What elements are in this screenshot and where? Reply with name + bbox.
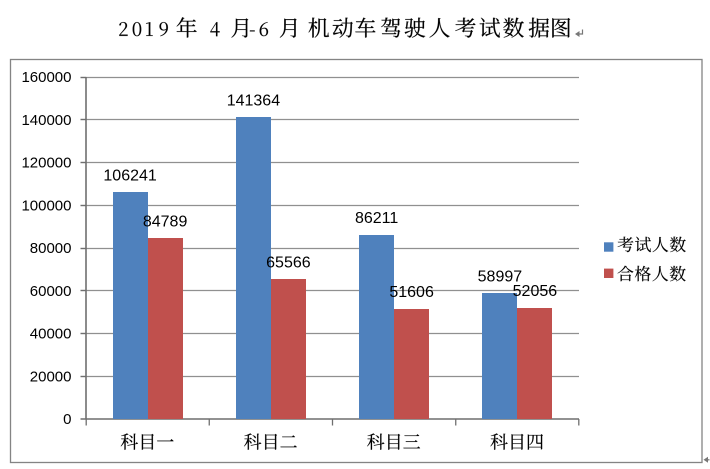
svg-text:60000: 60000 bbox=[30, 283, 72, 300]
svg-text:80000: 80000 bbox=[30, 240, 72, 257]
svg-text:140000: 140000 bbox=[21, 112, 71, 129]
svg-text:120000: 120000 bbox=[21, 155, 71, 172]
svg-text:86211: 86211 bbox=[355, 210, 398, 227]
svg-text:0: 0 bbox=[63, 411, 71, 428]
svg-text:52056: 52056 bbox=[513, 283, 558, 300]
svg-text:65566: 65566 bbox=[266, 254, 311, 271]
svg-text:100000: 100000 bbox=[21, 197, 71, 214]
svg-text:106241: 106241 bbox=[103, 167, 156, 184]
svg-text:51606: 51606 bbox=[389, 284, 434, 301]
svg-text:20000: 20000 bbox=[30, 368, 72, 385]
svg-text:141364: 141364 bbox=[227, 92, 280, 109]
svg-text:84789: 84789 bbox=[143, 213, 188, 230]
svg-text:58997: 58997 bbox=[478, 268, 523, 285]
svg-text:160000: 160000 bbox=[21, 69, 71, 86]
svg-text:40000: 40000 bbox=[30, 326, 72, 343]
